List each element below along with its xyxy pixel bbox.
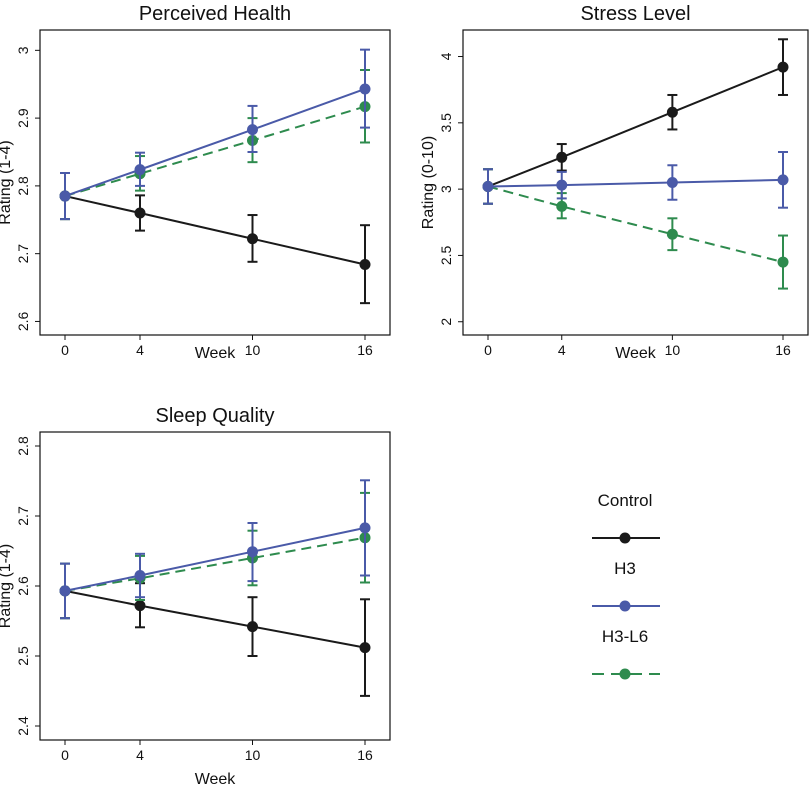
data-point-h3 xyxy=(556,179,568,191)
data-point-control xyxy=(247,621,258,633)
legend-swatch-marker-h3-l6 xyxy=(619,668,631,680)
y-tick-label: 2.8 xyxy=(15,176,31,196)
data-point-h3 xyxy=(666,177,678,188)
chart-panel-stress-level: Stress Level 2 2.5 3 3.5 4 0 4 10 16 Week Rating (0… xyxy=(420,3,809,362)
series-h3 xyxy=(482,151,789,209)
y-tick-label: 2.7 xyxy=(15,244,31,264)
legend-label-control: Control xyxy=(598,491,653,510)
x-tick-label: 16 xyxy=(357,747,373,763)
plot-frame xyxy=(39,29,391,336)
data-point-h3 xyxy=(482,180,494,192)
y-axis-label: Rating (1-4) xyxy=(0,544,14,628)
y-tick-label: 2.6 xyxy=(15,576,31,596)
x-axis-label: Week xyxy=(195,771,237,788)
x-tick-label: 4 xyxy=(136,747,144,763)
series-line-h3-l6 xyxy=(487,185,784,264)
y-tick-label: 3 xyxy=(15,46,31,54)
data-point-control xyxy=(777,61,789,73)
y-axis-label: Rating (0-10) xyxy=(420,136,437,229)
data-point-control xyxy=(359,642,371,654)
x-tick-label: 0 xyxy=(484,342,492,358)
x-axis-label: Week xyxy=(615,345,657,362)
series-h3-l6 xyxy=(59,68,371,221)
chart-title: Stress Level xyxy=(580,3,690,25)
data-point-control xyxy=(556,151,568,163)
y-tick-label: 2.4 xyxy=(15,716,31,736)
data-point-h3 xyxy=(134,164,146,176)
data-point-control xyxy=(134,207,146,219)
series-line-h3 xyxy=(487,178,784,188)
series-h3 xyxy=(59,479,371,620)
data-point-h3 xyxy=(59,190,71,202)
x-axis-label: Week xyxy=(195,345,237,362)
series-line-control xyxy=(64,195,366,266)
data-point-h3 xyxy=(777,174,789,186)
x-tick-label: 10 xyxy=(665,342,681,358)
series-line-h3 xyxy=(64,88,366,197)
data-point-h3 xyxy=(359,83,371,95)
series-line-h3 xyxy=(64,526,366,592)
x-tick-label: 0 xyxy=(61,342,69,358)
data-point-h3 xyxy=(247,124,258,136)
series-line-h3-l6 xyxy=(64,105,366,198)
legend-swatch-marker-control xyxy=(619,532,631,544)
data-point-control xyxy=(247,233,258,245)
data-point-control xyxy=(134,600,146,612)
data-point-h3 xyxy=(134,570,146,581)
y-tick-label: 2.8 xyxy=(15,436,31,456)
x-tick-label: 0 xyxy=(61,747,69,763)
x-tick-label: 4 xyxy=(136,342,144,358)
data-point-control xyxy=(359,259,371,271)
y-tick-label: 2.7 xyxy=(15,506,31,526)
data-point-h3 xyxy=(247,546,258,558)
y-tick-label: 3 xyxy=(438,185,454,193)
chart-title: Perceived Health xyxy=(139,3,291,25)
chart-title: Sleep Quality xyxy=(156,405,275,427)
x-tick-label: 4 xyxy=(558,342,566,358)
data-point-control xyxy=(666,106,678,118)
data-point-h3 xyxy=(59,585,71,597)
y-tick-label: 3.5 xyxy=(438,113,454,133)
chart-panel-perceived-health: Perceived Health 2.6 2.7 2.8 2.9 3 0 4 10 16 Week R… xyxy=(0,3,391,362)
series-control xyxy=(59,562,371,697)
y-tick-label: 2.5 xyxy=(15,646,31,666)
series-h3-l6 xyxy=(482,168,789,290)
series-control xyxy=(482,38,789,205)
y-tick-label: 2.5 xyxy=(438,245,454,265)
data-point-h3-l6 xyxy=(556,200,568,212)
data-point-h3-l6 xyxy=(666,228,678,240)
x-tick-label: 10 xyxy=(245,747,261,763)
legend: Control H3 H3-L6 xyxy=(592,491,660,680)
series-line-control xyxy=(64,589,366,649)
series-line-control xyxy=(487,66,784,188)
y-axis-label: Rating (1-4) xyxy=(0,140,14,224)
chart-panel-sleep-quality: Sleep Quality 2.4 2.5 2.6 2.7 2.8 0 4 10 16 Week Ra… xyxy=(0,405,391,788)
legend-label-h3-l6: H3-L6 xyxy=(602,627,648,646)
y-tick-label: 2.9 xyxy=(15,108,31,128)
legend-swatch-marker-h3 xyxy=(619,600,631,612)
series-line-h3-l6 xyxy=(64,536,366,592)
series-control xyxy=(59,172,371,305)
y-tick-label: 2 xyxy=(438,318,454,326)
legend-label-h3: H3 xyxy=(614,559,636,578)
data-point-h3 xyxy=(359,522,371,534)
y-tick-label: 2.6 xyxy=(15,312,31,332)
plot-frame xyxy=(462,29,809,336)
data-point-h3-l6 xyxy=(777,256,789,268)
x-tick-label: 10 xyxy=(245,342,261,358)
x-tick-label: 16 xyxy=(775,342,791,358)
series-h3 xyxy=(59,48,371,221)
y-tick-label: 4 xyxy=(438,52,454,60)
x-tick-label: 16 xyxy=(357,342,373,358)
